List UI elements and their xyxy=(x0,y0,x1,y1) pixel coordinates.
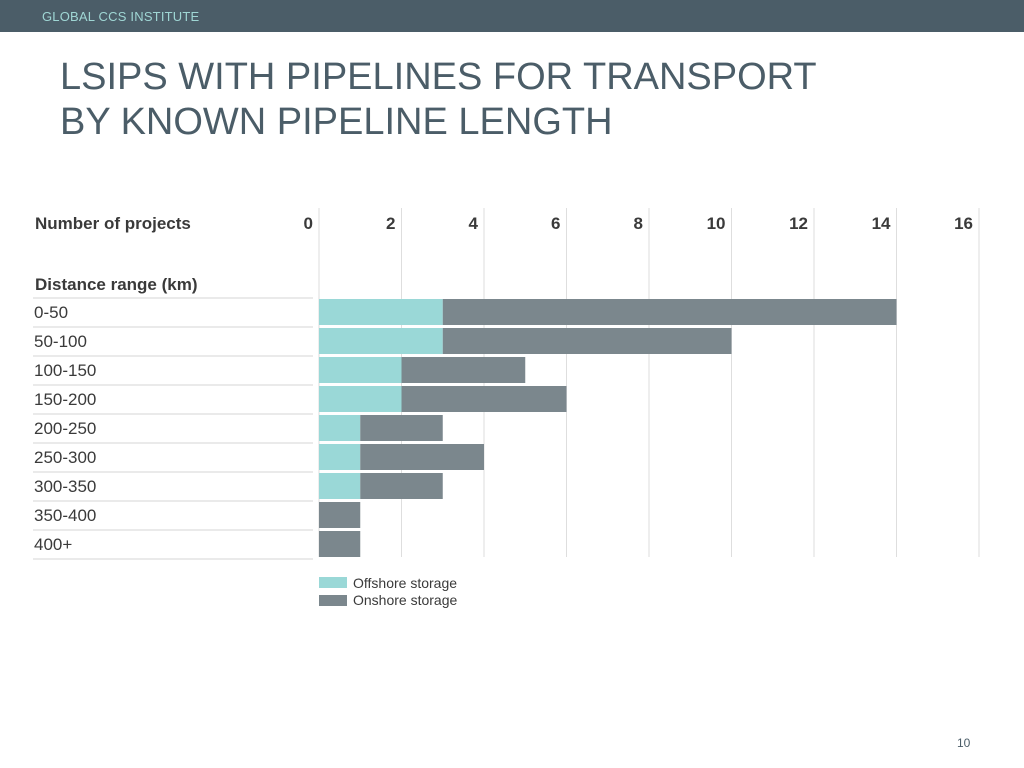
bar-offshore xyxy=(319,444,361,470)
x-tick-label: 0 xyxy=(304,214,313,233)
category-label: 250-300 xyxy=(34,448,96,467)
bar-offshore xyxy=(319,357,402,383)
x-tick-label: 16 xyxy=(954,214,973,233)
page-number: 10 xyxy=(957,736,971,750)
category-label: 200-250 xyxy=(34,419,96,438)
x-tick-label: 4 xyxy=(469,214,479,233)
bar-onshore xyxy=(401,386,567,412)
bar-onshore xyxy=(401,357,526,383)
x-tick-label: 10 xyxy=(707,214,726,233)
title-line-1: LSIPS WITH PIPELINES FOR TRANSPORT xyxy=(60,56,817,98)
bar-offshore xyxy=(319,415,361,441)
y-axis-title: Distance range (km) xyxy=(35,275,198,294)
category-label: 0-50 xyxy=(34,303,68,322)
category-label: 150-200 xyxy=(34,390,96,409)
category-label: 300-350 xyxy=(34,477,96,496)
x-tick-label: 6 xyxy=(551,214,560,233)
category-label: 50-100 xyxy=(34,332,87,351)
header-bar: GLOBAL CCS INSTITUTE xyxy=(0,0,1024,32)
bar-onshore xyxy=(442,328,732,354)
x-tick-label: 8 xyxy=(634,214,643,233)
bar-onshore xyxy=(319,531,361,557)
bar-onshore xyxy=(360,415,443,441)
bar-onshore xyxy=(360,444,484,470)
legend-label-onshore: Onshore storage xyxy=(353,592,457,608)
bar-onshore xyxy=(319,502,361,528)
x-tick-label: 12 xyxy=(789,214,808,233)
category-label: 350-400 xyxy=(34,506,96,525)
page-title: LSIPS WITH PIPELINES FOR TRANSPORT BY KN… xyxy=(60,55,817,145)
bar-offshore xyxy=(319,328,443,354)
title-line-2: BY KNOWN PIPELINE LENGTH xyxy=(60,101,613,143)
category-label: 400+ xyxy=(34,535,72,554)
x-tick-label: 2 xyxy=(386,214,395,233)
bar-offshore xyxy=(319,299,443,325)
bar-onshore xyxy=(360,473,443,499)
x-tick-label: 14 xyxy=(872,214,891,233)
bar-onshore xyxy=(442,299,897,325)
bar-offshore xyxy=(319,473,361,499)
legend-swatch-onshore xyxy=(319,595,347,606)
organization-name: GLOBAL CCS INSTITUTE xyxy=(42,9,200,24)
legend-swatch-offshore xyxy=(319,577,347,588)
bar-offshore xyxy=(319,386,402,412)
x-axis-title: Number of projects xyxy=(35,214,191,233)
legend-label-offshore: Offshore storage xyxy=(353,575,457,591)
category-label: 100-150 xyxy=(34,361,96,380)
